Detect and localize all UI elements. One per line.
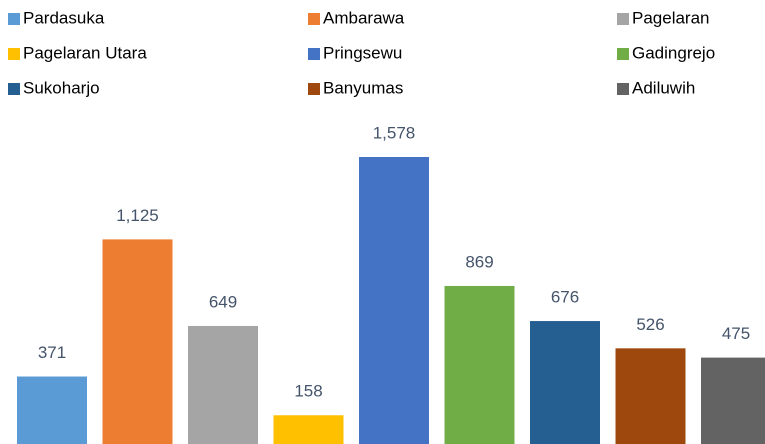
data-label: 1,125 [116,206,159,225]
legend-label: Banyumas [323,78,403,97]
bar [615,348,686,444]
legend-swatch [8,83,20,95]
bar [188,325,258,444]
data-label: 676 [551,288,579,307]
legend-swatch [617,13,629,25]
data-label: 475 [722,324,750,343]
bar [444,285,515,444]
legend-swatch [617,48,629,60]
bar [530,321,600,444]
data-label: 371 [38,343,66,362]
legend-label: Pardasuka [23,8,105,27]
data-label: 869 [465,252,493,271]
legend-label: Pagelaran Utara [23,43,147,62]
legend-label: Pringsewu [323,43,402,62]
legend-swatch [308,83,320,95]
bar [701,357,765,444]
legend-label: Sukoharjo [23,78,100,97]
data-label: 1,578 [373,123,416,142]
bar [17,376,87,444]
legend-swatch [308,48,320,60]
legend-swatch [308,13,320,25]
legend-swatch [617,83,629,95]
data-label: 526 [636,315,664,334]
bar [359,157,429,444]
bar [102,239,173,444]
legend-swatch [8,13,20,25]
legend-label: Pagelaran [632,8,710,27]
legend-label: Ambarawa [323,8,405,27]
legend-swatch [8,48,20,60]
data-label: 649 [209,292,237,311]
data-label: 158 [294,382,322,401]
legend-label: Adiluwih [632,78,695,97]
legend-label: Gadingrejo [632,43,715,62]
bar [273,415,344,444]
